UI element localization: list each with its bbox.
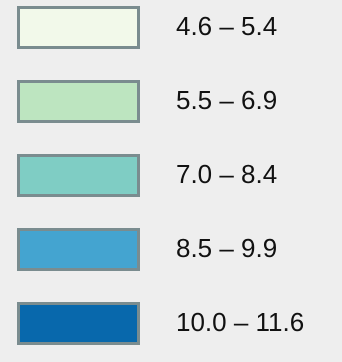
legend-swatch [17,80,140,123]
legend-swatch [17,6,140,49]
legend-swatch [17,154,140,197]
legend-item: 7.0 – 8.4 [0,148,342,208]
legend-label: 5.5 – 6.9 [176,85,278,115]
legend-item: 4.6 – 5.4 [0,0,342,60]
legend-label: 4.6 – 5.4 [176,11,278,41]
legend-swatch [17,228,140,271]
legend-item: 8.5 – 9.9 [0,222,342,282]
legend-item: 10.0 – 11.6 [0,296,342,356]
legend-item: 5.5 – 6.9 [0,74,342,134]
legend-label: 10.0 – 11.6 [176,307,305,337]
legend-label: 8.5 – 9.9 [176,233,278,263]
legend-label: 7.0 – 8.4 [176,159,278,189]
legend-swatch [17,302,140,345]
